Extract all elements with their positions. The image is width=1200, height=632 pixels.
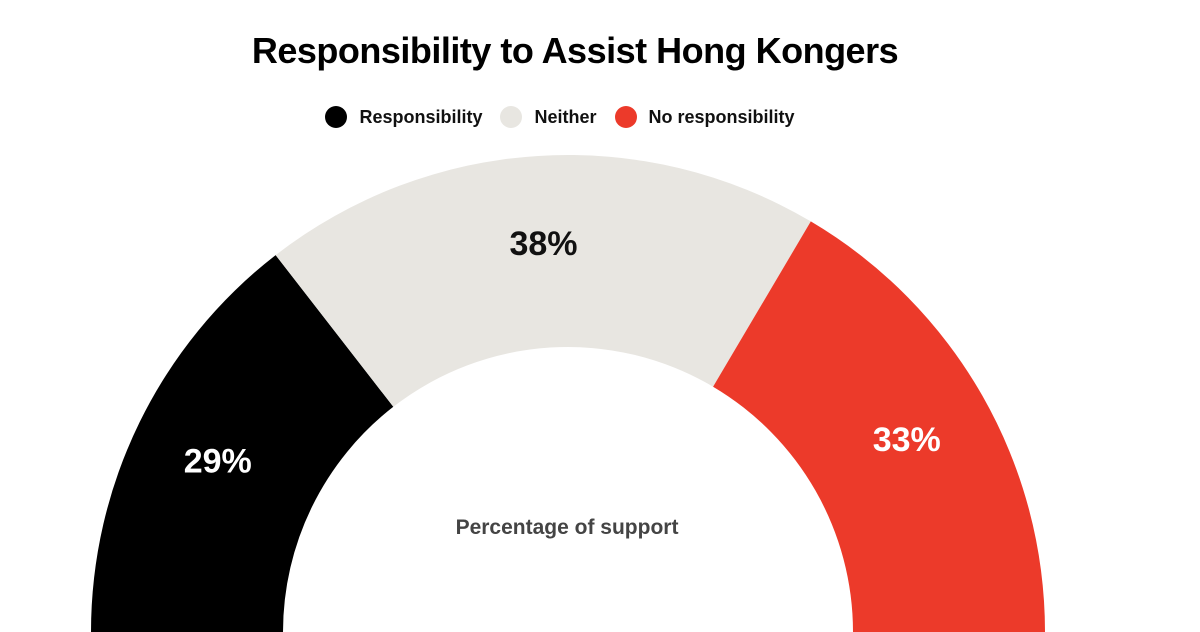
chart-title: Responsibility to Assist Hong Kongers — [251, 30, 899, 71]
gauge-slices — [91, 155, 1045, 632]
legend-swatch-no-responsibility — [614, 106, 637, 128]
center-label: Percentage of support — [456, 516, 679, 539]
legend-item-responsibility: Responsibility — [325, 106, 482, 128]
legend-label-responsibility: Responsibility — [359, 106, 483, 127]
legend-label-no-responsibility: No responsibility — [648, 106, 795, 127]
legend-label-neither: Neither — [534, 106, 597, 127]
gauge-value-labels: 29% 38% 33% — [184, 225, 941, 481]
value-label-no-responsibility: 33% — [873, 421, 941, 459]
legend: Responsibility Neither No responsibility — [0, 106, 1120, 128]
value-label-responsibility: 29% — [184, 442, 252, 480]
gauge-slice-no-responsibility — [713, 221, 1045, 632]
gauge-slice-neither — [275, 155, 811, 407]
legend-swatch-neither — [500, 106, 523, 128]
legend-item-no-responsibility: No responsibility — [614, 106, 795, 128]
value-label-neither: 38% — [509, 225, 577, 263]
legend-swatch-responsibility — [325, 106, 348, 128]
legend-item-neither: Neither — [500, 106, 597, 128]
gauge-slice-responsibility — [91, 255, 394, 632]
